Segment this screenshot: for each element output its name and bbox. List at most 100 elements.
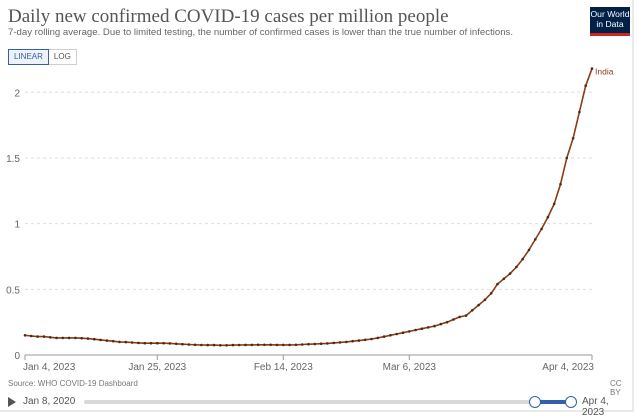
data-point <box>219 344 222 347</box>
data-point <box>48 336 52 339</box>
data-point <box>256 343 260 347</box>
logo-line-1: Our World <box>590 9 630 19</box>
timeline-start-handle[interactable] <box>529 396 541 408</box>
data-point <box>426 326 430 329</box>
data-point <box>111 339 115 343</box>
data-point <box>414 328 417 332</box>
data-point <box>275 343 279 347</box>
data-point <box>332 341 336 345</box>
data-point <box>452 318 455 321</box>
data-point <box>363 338 367 342</box>
data-point <box>534 238 537 241</box>
data-point <box>23 334 27 337</box>
play-icon[interactable] <box>8 397 16 407</box>
x-tick-label: Apr 4, 2023 <box>542 362 594 373</box>
data-point <box>338 341 342 344</box>
data-point <box>30 334 33 338</box>
data-point <box>351 339 354 343</box>
y-tick-label: 1.5 <box>6 154 20 165</box>
data-point <box>471 309 474 312</box>
data-point <box>137 341 140 345</box>
data-point <box>552 202 556 206</box>
y-tick-label: 0 <box>14 351 20 362</box>
license-label[interactable]: CC BY <box>610 379 622 397</box>
data-point <box>181 342 184 346</box>
data-point <box>319 342 323 346</box>
data-point <box>42 335 46 338</box>
log-scale-button[interactable]: LOG <box>48 49 77 65</box>
y-tick-label: 0.5 <box>6 285 20 296</box>
data-point <box>370 337 373 341</box>
data-point <box>326 342 329 345</box>
chart-title: Daily new confirmed COVID-19 cases per m… <box>8 6 449 27</box>
data-point <box>263 343 266 347</box>
data-point <box>571 137 575 140</box>
data-point <box>93 337 96 341</box>
data-point <box>357 339 361 342</box>
data-point <box>527 248 531 252</box>
data-point <box>300 343 304 346</box>
data-point <box>515 265 518 269</box>
owid-logo[interactable]: Our World in Data <box>590 7 630 36</box>
data-point <box>546 215 550 219</box>
data-point <box>206 343 209 347</box>
data-point <box>395 332 399 336</box>
data-point <box>496 282 499 286</box>
data-point <box>433 324 436 328</box>
data-point <box>508 272 512 275</box>
data-point <box>80 336 83 340</box>
data-point <box>458 315 462 319</box>
timeline-track[interactable] <box>84 400 576 404</box>
data-point <box>74 336 77 340</box>
series-label-india: India <box>595 67 614 77</box>
data-point <box>445 320 449 324</box>
logo-line-2: in Data <box>596 18 624 29</box>
data-point <box>124 340 128 344</box>
data-point <box>212 343 216 347</box>
data-point <box>225 344 228 347</box>
data-point <box>288 343 291 347</box>
x-tick-label: Jan 4, 2023 <box>23 362 76 373</box>
timeline-end-handle[interactable] <box>565 396 577 408</box>
x-tick-label: Jan 25, 2023 <box>128 362 186 373</box>
data-point <box>464 314 468 317</box>
data-point <box>105 339 109 342</box>
data-point <box>118 340 121 344</box>
data-point <box>99 338 102 342</box>
data-point <box>578 110 581 114</box>
data-point <box>489 292 493 295</box>
source-note[interactable]: Source: WHO COVID-19 Dashboard <box>8 379 138 388</box>
data-point <box>483 298 487 302</box>
data-point <box>244 343 247 347</box>
data-point <box>313 342 317 346</box>
data-point <box>401 331 405 335</box>
data-point <box>559 182 562 186</box>
data-point <box>521 257 524 261</box>
data-point <box>294 343 298 347</box>
data-point <box>477 303 480 307</box>
data-point <box>174 342 178 346</box>
data-point <box>67 336 71 340</box>
data-point <box>130 341 134 344</box>
data-point <box>61 336 65 340</box>
timeline-selected-range[interactable] <box>535 400 571 404</box>
data-point <box>590 67 594 70</box>
y-tick-label: 2 <box>14 88 20 99</box>
data-point <box>55 336 58 340</box>
data-point <box>439 322 443 326</box>
data-point <box>168 342 172 345</box>
data-point <box>250 343 254 347</box>
linear-scale-button[interactable]: LINEAR <box>8 49 49 65</box>
data-point <box>156 341 159 345</box>
data-point <box>376 336 380 340</box>
data-point <box>237 343 241 347</box>
x-tick-label: Mar 6, 2023 <box>383 362 437 373</box>
data-point <box>200 343 203 347</box>
data-point <box>345 340 348 344</box>
scale-toggle: LINEAR LOG <box>8 49 77 65</box>
y-tick-label: 1 <box>14 220 20 231</box>
timeline-start-label: Jan 8, 2020 <box>23 396 76 407</box>
data-point <box>269 343 273 347</box>
data-point <box>389 334 392 337</box>
chart-subtitle: 7-day rolling average. Due to limited te… <box>8 27 513 38</box>
